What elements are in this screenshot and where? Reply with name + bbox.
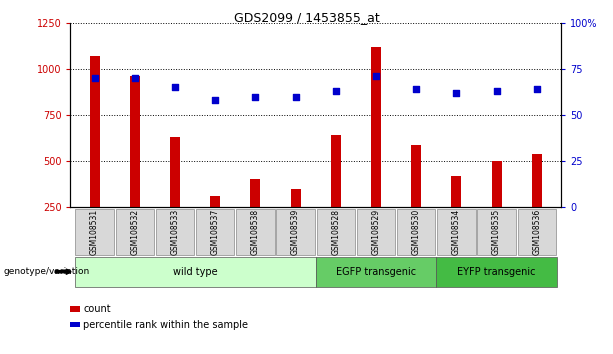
Point [331, 88, 341, 94]
Text: GSM108532: GSM108532 [131, 209, 139, 255]
Bar [371, 47, 381, 207]
Bar [291, 189, 300, 207]
Bar [130, 76, 140, 207]
Point [130, 75, 140, 81]
Point [411, 86, 421, 92]
Text: GSM108533: GSM108533 [170, 209, 180, 255]
Text: GSM108539: GSM108539 [291, 209, 300, 255]
Point [492, 88, 501, 94]
Text: GSM108536: GSM108536 [532, 209, 541, 255]
Text: GSM108534: GSM108534 [452, 209, 461, 255]
Text: genotype/variation: genotype/variation [3, 267, 89, 276]
Text: GSM108531: GSM108531 [90, 209, 99, 255]
Point [532, 86, 542, 92]
Point [210, 97, 220, 103]
Bar [170, 137, 180, 207]
Bar [210, 196, 220, 207]
Text: GSM108530: GSM108530 [412, 209, 421, 255]
Bar [492, 161, 501, 207]
Text: percentile rank within the sample: percentile rank within the sample [83, 320, 248, 330]
Bar [331, 135, 341, 207]
Text: wild type: wild type [173, 267, 218, 277]
Text: GSM108538: GSM108538 [251, 209, 260, 255]
Text: GSM108528: GSM108528 [331, 209, 340, 255]
Point [291, 94, 300, 99]
Point [89, 75, 99, 81]
Text: EYFP transgenic: EYFP transgenic [457, 267, 536, 277]
Text: count: count [83, 304, 111, 314]
Point [371, 74, 381, 79]
Text: GDS2099 / 1453855_at: GDS2099 / 1453855_at [234, 11, 379, 24]
Point [251, 94, 261, 99]
Bar [411, 144, 421, 207]
Bar [531, 154, 542, 207]
Text: GSM108537: GSM108537 [211, 209, 219, 255]
Text: EGFP transgenic: EGFP transgenic [336, 267, 416, 277]
Point [452, 90, 462, 96]
Bar [89, 56, 100, 207]
Text: GSM108529: GSM108529 [371, 209, 381, 255]
Text: GSM108535: GSM108535 [492, 209, 501, 255]
Bar [250, 179, 261, 207]
Point [170, 85, 180, 90]
Bar [451, 176, 462, 207]
